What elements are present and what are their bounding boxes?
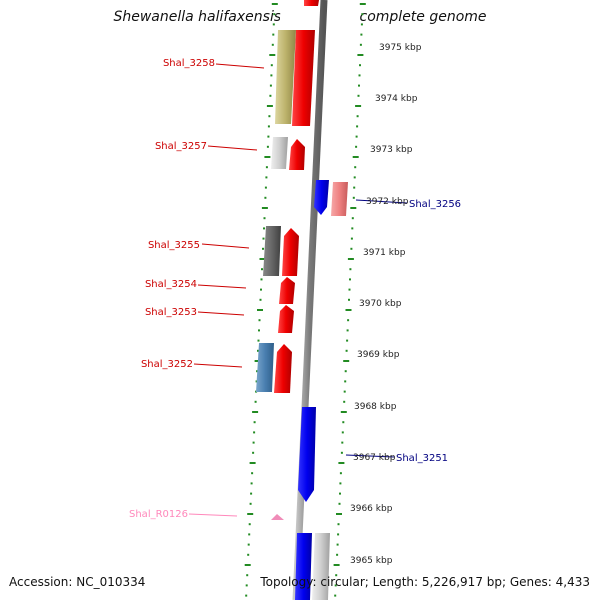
leader-line [355,199,408,204]
gene-shal-3258-arrow [292,30,315,126]
scale-label: 3975 kbp [379,43,422,53]
gene-label-shal-3254[interactable]: Shal_3254 [145,279,197,290]
scale-label: 3971 kbp [363,248,406,258]
gene-label-shal-3251[interactable]: Shal_3251 [396,453,448,464]
gene-shal-3251-arrow [298,407,316,502]
gene-shal-r0126-marker [271,514,284,520]
scale-label: 3970 kbp [359,299,402,309]
scale-label: 3967 kbp [353,453,396,463]
gene-label-shal-3252[interactable]: Shal_3252 [141,359,193,370]
gene-label-shal-3257[interactable]: Shal_3257 [155,141,207,152]
leader-line [201,243,250,249]
gene-label-shal-3255[interactable]: Shal_3255 [148,240,200,251]
leader-line [215,63,265,69]
scale-label: 3972 kbp [366,197,409,207]
feature-block-pink [331,182,348,216]
gene-shal-3256-arrow [314,180,329,215]
leader-line [197,284,247,289]
leader-line [188,513,238,517]
gene-top-partial-arrow [304,0,319,6]
gene-shal-3253-arrow [278,305,294,333]
gene-label-shal-3253[interactable]: Shal_3253 [145,307,197,318]
leader-line [207,145,258,151]
gene-label-shal-3258[interactable]: Shal_3258 [163,58,215,69]
gene-shal-3252-arrow [274,344,292,393]
leader-line [193,363,243,368]
feature-block-light [271,137,288,169]
feature-block-dark [263,226,281,276]
scale-label: 3966 kbp [350,504,393,514]
gene-shal-3254-arrow [279,277,295,304]
genome-backbone [292,0,328,600]
feature-block-blue-bottom [295,533,312,600]
scale-label: 3968 kbp [354,402,397,412]
gene-shal-3255-arrow [282,228,299,276]
scale-label: 3969 kbp [357,350,400,360]
leader-line [197,311,245,316]
topology-label: Topology: circular; Length: 5,226,917 bp… [260,575,590,589]
gene-label-shal-3256[interactable]: Shal_3256 [409,199,461,210]
feature-block-steel [256,343,274,392]
leader-line [345,454,395,458]
scale-label: 3965 kbp [350,556,393,566]
scale-label: 3973 kbp [370,145,413,155]
feature-block-light-bottom [312,533,330,600]
gene-shal-3257-arrow [289,139,305,170]
gene-label-shal-r0126[interactable]: Shal_R0126 [129,509,188,520]
feature-block-olive [275,30,296,124]
scale-label: 3974 kbp [375,94,418,104]
accession-label: Accession: NC_010334 [9,575,146,589]
